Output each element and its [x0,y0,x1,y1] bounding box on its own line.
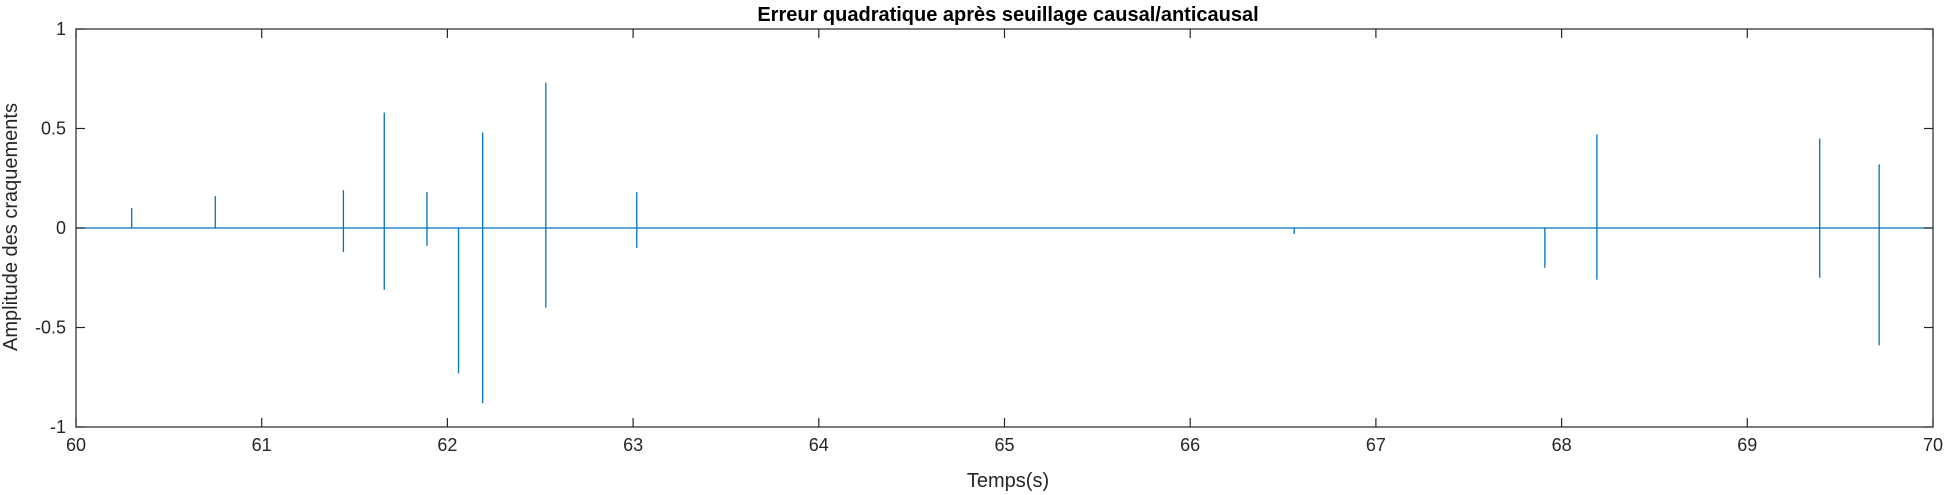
x-tick-label: 68 [1552,435,1572,455]
plot-area: 60 61 62 63 64 65 66 67 68 69 70 1 0.5 0 -0.5 -1 [35,19,1943,455]
y-tick-label: 1 [56,19,66,39]
x-tick-label: 70 [1923,435,1943,455]
x-tick-label: 60 [66,435,86,455]
x-tick-label: 65 [994,435,1014,455]
y-tick-label: 0 [56,218,66,238]
x-axis-label: Temps(s) [967,470,1049,492]
x-tick-label: 67 [1366,435,1386,455]
x-tick-label: 69 [1737,435,1757,455]
x-tick-label: 64 [809,435,829,455]
x-tick-label: 63 [623,435,643,455]
y-tick-label: 0.5 [41,119,66,139]
y-tick-label: -0.5 [35,318,66,338]
x-tick-label: 61 [252,435,272,455]
x-axis-ticks: 60 61 62 63 64 65 66 67 68 69 70 [66,29,1943,455]
y-axis-label: Amplitude des craquements [0,103,22,351]
y-tick-label: -1 [50,417,66,437]
y-axis-ticks: 1 0.5 0 -0.5 -1 [35,19,1933,437]
x-tick-label: 66 [1180,435,1200,455]
chart-title: Erreur quadratique après seuillage causa… [757,4,1258,26]
data-series [76,82,1933,404]
x-tick-label: 62 [437,435,457,455]
